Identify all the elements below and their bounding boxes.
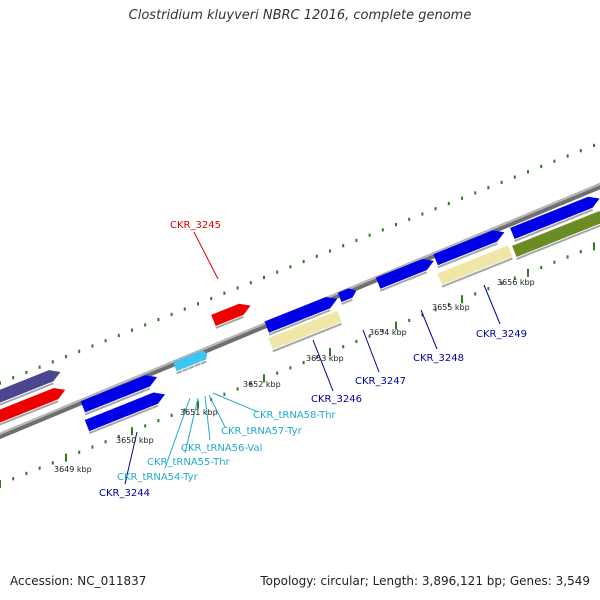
- leader-line: [420, 309, 438, 350]
- red-feature-ckr3245-shade: [215, 315, 244, 329]
- trna-arrow: [197, 350, 208, 365]
- cds-upper-left-body: [80, 375, 158, 413]
- leader-line: [193, 231, 219, 280]
- scale-label: 3651 kbp: [180, 408, 218, 417]
- cds-upper-mid-shade: [268, 309, 331, 336]
- leader-line: [124, 431, 138, 485]
- scale-label: 3652 kbp: [243, 380, 281, 389]
- scale-label: 3649 kbp: [54, 465, 92, 474]
- cds-upper-left: [80, 375, 158, 416]
- leader-line: [164, 397, 191, 469]
- trna-arrow-shade: [176, 370, 183, 375]
- map-title: Clostridium kluyveri NBRC 12016, complet…: [128, 8, 472, 23]
- trna-arrow-shade: [188, 365, 195, 370]
- red-feature-left-body: [0, 388, 66, 423]
- gene-labels: CKR_3245 CKR_3244 CKR_tRNA54-Tyr CKR_tRNA55…: [99, 220, 527, 499]
- gene-label: CKR_3245: [170, 220, 221, 231]
- cds-upper-mid-body: [264, 297, 338, 333]
- gene-label: CKR_3247: [355, 376, 406, 387]
- cds-ckr3244-shade: [88, 404, 159, 435]
- cds-ckr3244: [84, 392, 165, 435]
- cds-ckr3249-body: [510, 196, 600, 239]
- cds-small-body: [337, 288, 357, 302]
- red-feature-ckr3245-body: [211, 303, 251, 326]
- scale-labels: 3649 kbp 3650 kbp 3651 kbp 3652 kbp 3653 kbp…: [54, 278, 535, 474]
- cds-ckr3247-shade: [380, 271, 428, 292]
- cds-ckr3249-shade: [514, 208, 593, 242]
- red-feature-ckr3245: [211, 303, 251, 329]
- pseudo-ckr3248-shade: [441, 257, 513, 288]
- olive-feature-body: [512, 211, 600, 257]
- cds-ckr3247: [375, 259, 434, 292]
- features: [0, 196, 600, 435]
- gene-label: CKR_tRNA57-Tyr: [221, 426, 303, 437]
- pseudo-ckr3248-body: [437, 245, 513, 285]
- red-feature-left-shade: [0, 400, 59, 426]
- leader-line: [312, 339, 334, 392]
- pseudo-ckr3246-shade: [272, 322, 342, 353]
- cds-ckr3248: [433, 230, 505, 269]
- scale-label: 3656 kbp: [497, 278, 535, 287]
- cds-ckr3248-body: [433, 230, 505, 266]
- purple-feature-shade: [0, 382, 54, 406]
- cds-small: [337, 288, 357, 305]
- gene-label: CKR_tRNA56-Val: [181, 443, 262, 454]
- leader-line: [184, 397, 199, 454]
- scale-label: 3655 kbp: [432, 303, 470, 312]
- trna-arrow-body: [197, 350, 208, 362]
- leader-line: [212, 392, 259, 413]
- trna-arrow-shade: [194, 363, 201, 368]
- label-leaders: [124, 231, 501, 485]
- cds-upper-left-shade: [84, 387, 151, 416]
- cds-ckr3244-body: [84, 392, 165, 432]
- pseudo-ckr3246-body: [268, 310, 342, 350]
- red-feature-left: [0, 388, 66, 426]
- leader-line: [208, 394, 226, 428]
- leader-line: [483, 284, 501, 325]
- gene-label: CKR_3244: [99, 488, 150, 499]
- olive-feature: [512, 211, 600, 260]
- gene-label: CKR_3249: [476, 329, 527, 340]
- scale-label: 3650 kbp: [116, 436, 154, 445]
- cds-ckr3248-shade: [437, 242, 498, 269]
- cds-ckr3249: [510, 196, 600, 242]
- gene-label: CKR_3248: [413, 353, 464, 364]
- pseudo-ckr3246: [268, 310, 342, 353]
- purple-feature: [0, 370, 61, 406]
- olive-feature-shade: [516, 224, 600, 260]
- leader-line: [204, 395, 211, 441]
- gene-label: CKR_tRNA55-Thr: [147, 457, 231, 468]
- trna-arrow-shade: [182, 367, 189, 372]
- gene-label: CKR_3246: [311, 394, 362, 405]
- pseudo-ckr3248: [437, 245, 513, 288]
- cds-upper-mid: [264, 297, 338, 336]
- tick-marks: [0, 143, 595, 488]
- cds-ckr3247-body: [375, 259, 434, 289]
- scale-label: 3653 kbp: [306, 354, 344, 363]
- purple-feature-body: [0, 370, 61, 403]
- gene-label: CKR_tRNA54-Tyr: [117, 472, 199, 483]
- gene-label: CKR_tRNA58-Thr: [253, 410, 337, 421]
- trna-arrow-shade: [200, 360, 207, 365]
- leader-line: [362, 329, 380, 373]
- scale-label: 3654 kbp: [369, 328, 407, 337]
- genome-summary-text: Topology: circular; Length: 3,896,121 bp…: [260, 574, 590, 588]
- accession-text: Accession: NC_011837: [10, 574, 147, 588]
- cds-small-shade: [341, 298, 353, 305]
